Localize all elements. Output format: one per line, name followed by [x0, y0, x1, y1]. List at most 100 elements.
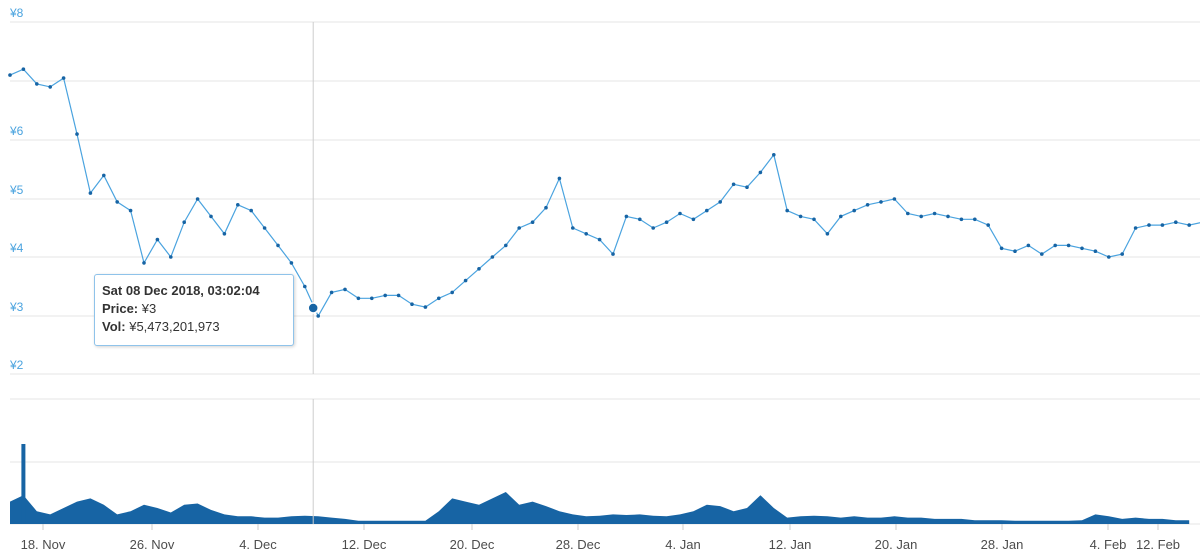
price-tick-label: ¥5 [9, 183, 24, 197]
price-point [1013, 249, 1017, 253]
price-point [879, 200, 883, 204]
price-point [785, 208, 789, 213]
date-tick-label: 12. Dec [342, 537, 387, 552]
price-point [35, 82, 39, 86]
price-tick-label: ¥6 [9, 124, 24, 138]
price-point [691, 217, 696, 222]
price-point [1133, 226, 1138, 230]
price-point [142, 261, 146, 265]
price-point [276, 243, 280, 248]
price-point [825, 232, 830, 236]
price-point [919, 214, 923, 219]
price-point [383, 293, 388, 298]
tooltip-vol-value: ¥5,473,201,973 [129, 319, 220, 334]
tooltip-price-row: Price: ¥3 [102, 300, 286, 318]
price-point [437, 296, 441, 301]
price-point [1026, 243, 1031, 248]
price-point [544, 205, 548, 210]
date-tick-label: 12. Feb [1136, 537, 1180, 552]
price-point [1187, 223, 1191, 227]
price-axis-labels: ¥2 ¥3 ¥4 ¥5 ¥6 ¥8 [9, 6, 24, 372]
price-point [798, 214, 803, 219]
price-point [249, 208, 253, 213]
date-tick-label: 20. Jan [875, 537, 918, 552]
tooltip-price-label: Price: [102, 301, 139, 316]
price-point [959, 217, 964, 222]
date-tick-label: 4. Feb [1090, 537, 1127, 552]
tooltip-vol-row: Vol: ¥5,473,201,973 [102, 318, 286, 336]
price-point [463, 278, 468, 283]
hover-point-marker[interactable] [307, 302, 319, 314]
price-point [1160, 223, 1165, 227]
date-tick-label: 18. Nov [21, 537, 66, 552]
price-point [731, 182, 736, 187]
price-point [21, 67, 26, 71]
hover-point[interactable] [307, 302, 319, 314]
price-point [571, 226, 575, 230]
price-point [611, 252, 615, 256]
price-point [128, 208, 133, 213]
price-point [423, 305, 428, 309]
price-point [584, 232, 588, 236]
price-point [102, 173, 106, 178]
price-point [530, 220, 535, 224]
price-point [1174, 220, 1178, 224]
price-point [450, 290, 455, 295]
price-point [1040, 252, 1044, 256]
price-tick-label: ¥3 [9, 300, 24, 314]
price-point [88, 191, 93, 195]
price-point [745, 185, 749, 189]
price-point [75, 132, 79, 136]
price-point [155, 237, 160, 242]
tooltip-price-value: ¥3 [141, 301, 157, 316]
date-tick-label: 28. Jan [981, 537, 1024, 552]
date-tick-label: 4. Jan [665, 537, 700, 552]
price-point [289, 261, 294, 265]
price-point [638, 217, 642, 222]
price-point [772, 153, 776, 157]
price-point [209, 214, 213, 219]
price-point [705, 208, 709, 213]
price-point [195, 197, 200, 201]
price-point [999, 246, 1004, 251]
price-point [490, 255, 495, 259]
price-point [718, 200, 722, 204]
price-tick-label: ¥2 [9, 358, 24, 372]
price-point [664, 220, 669, 224]
price-point [986, 223, 990, 227]
price-tick-label: ¥8 [9, 6, 24, 20]
price-point [504, 243, 508, 248]
price-point [356, 296, 361, 301]
price-point [946, 214, 950, 219]
price-point [343, 287, 347, 292]
price-point [1147, 223, 1151, 227]
date-tick-label: 12. Jan [769, 537, 812, 552]
price-point [316, 314, 321, 318]
date-axis-labels: 18. Nov 26. Nov 4. Dec 12. Dec 20. Dec 28. De… [21, 524, 1180, 552]
price-point [932, 211, 937, 216]
price-point [410, 302, 414, 307]
price-point [973, 217, 977, 222]
tooltip-date: Sat 08 Dec 2018, 03:02:04 [102, 283, 260, 298]
tooltip-vol-label: Vol: [102, 319, 126, 334]
price-point [1066, 243, 1071, 248]
price-point [169, 255, 173, 259]
date-tick-label: 4. Dec [239, 537, 277, 552]
price-point [182, 220, 186, 224]
price-tick-label: ¥4 [9, 241, 24, 255]
price-point [115, 200, 119, 204]
price-point [678, 211, 682, 216]
price-point [303, 284, 307, 289]
date-tick-label: 28. Dec [556, 537, 601, 552]
price-point [222, 232, 227, 236]
price-point [892, 197, 897, 201]
price-point [329, 290, 334, 295]
price-point [597, 237, 602, 242]
price-point [477, 267, 481, 271]
price-point [8, 73, 12, 77]
price-point [61, 76, 66, 80]
price-point [557, 176, 562, 181]
price-point [48, 85, 52, 89]
price-point [852, 208, 856, 213]
date-tick-label: 26. Nov [130, 537, 175, 552]
